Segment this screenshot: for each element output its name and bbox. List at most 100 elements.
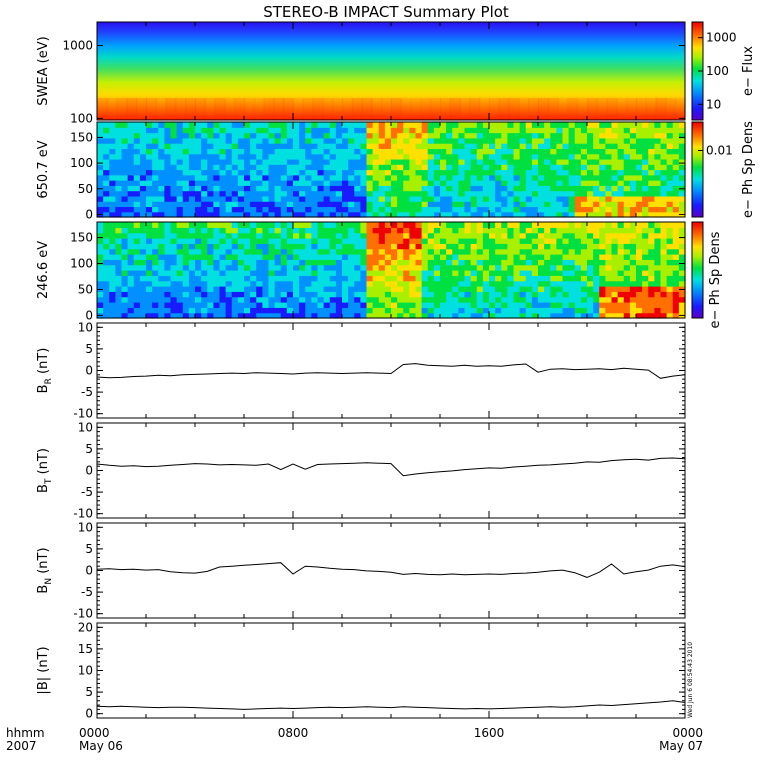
heatmap-cell xyxy=(126,98,138,120)
heatmap-cell xyxy=(544,232,551,239)
heatmap-cell xyxy=(207,280,214,287)
heatmap-cell xyxy=(103,307,110,314)
heatmap-cell xyxy=(139,148,147,155)
heatmap-cell xyxy=(384,280,392,287)
heatmap-cell xyxy=(335,312,343,319)
heatmap-cell xyxy=(605,122,613,128)
heatmap-cell xyxy=(231,164,239,171)
heatmap-cell xyxy=(623,153,631,160)
heatmap-cell xyxy=(335,254,343,260)
heatmap-cell xyxy=(666,122,674,128)
heatmap-cell xyxy=(121,222,129,228)
heatmap-cell xyxy=(409,243,417,250)
heatmap-cell xyxy=(360,307,368,314)
heatmap-cell xyxy=(176,312,184,319)
heatmap-cell xyxy=(476,211,484,218)
heatmap-cell xyxy=(538,291,545,298)
heatmap-cell xyxy=(525,195,533,202)
heatmap-cell xyxy=(262,143,270,149)
heatmap-cell xyxy=(544,164,551,171)
heatmap-cell xyxy=(562,232,570,239)
heatmap-cell xyxy=(323,238,331,244)
heatmap-cell xyxy=(672,232,680,239)
heatmap-cell xyxy=(115,259,123,266)
heatmap-cell xyxy=(452,254,459,260)
heatmap-cell xyxy=(127,243,135,250)
y-tick-label: 5 xyxy=(85,685,93,699)
heatmap-cell xyxy=(440,232,447,239)
heatmap-cell xyxy=(678,153,686,160)
heatmap-cell xyxy=(299,153,306,160)
heatmap-cell xyxy=(415,132,423,139)
heatmap-cell xyxy=(164,132,172,139)
heatmap-cell xyxy=(351,98,363,120)
heatmap-cell xyxy=(544,302,551,308)
heatmap-cell xyxy=(274,307,282,314)
heatmap-cell xyxy=(531,264,539,271)
heatmap-cell xyxy=(109,169,116,176)
heatmap-cell xyxy=(666,302,674,308)
heatmap-cell xyxy=(231,180,239,186)
heatmap-cell xyxy=(384,132,392,139)
heatmap-cell xyxy=(440,169,447,176)
heatmap-cell xyxy=(452,307,459,314)
heatmap-cell xyxy=(109,158,116,165)
heatmap-cell xyxy=(433,296,441,303)
heatmap-cell xyxy=(574,291,582,298)
heatmap-cell xyxy=(127,190,135,197)
heatmap-cell xyxy=(421,180,429,186)
heatmap-cell xyxy=(623,259,631,266)
heatmap-cell xyxy=(139,143,147,149)
heatmap-cell xyxy=(623,227,631,234)
heatmap-cell xyxy=(550,132,557,139)
heatmap-cell xyxy=(348,169,355,176)
heatmap-cell xyxy=(519,307,527,314)
heatmap-cell xyxy=(605,280,613,287)
heatmap-cell xyxy=(127,270,135,276)
heatmap-cell xyxy=(188,259,196,266)
heatmap-cell xyxy=(158,243,165,250)
heatmap-cell xyxy=(311,227,319,234)
heatmap-cell xyxy=(666,222,674,228)
heatmap-cell xyxy=(654,132,662,139)
heatmap-cell xyxy=(440,296,447,303)
heatmap-cell xyxy=(378,127,386,134)
heatmap-cell xyxy=(421,164,429,171)
heatmap-cell xyxy=(213,270,221,276)
heatmap-cell xyxy=(195,243,202,250)
heatmap-cell xyxy=(562,164,570,171)
heatmap-cell xyxy=(225,238,233,244)
heatmap-cell xyxy=(97,98,108,120)
heatmap-cell xyxy=(274,291,282,298)
heatmap-cell xyxy=(403,286,410,292)
heatmap-cell xyxy=(623,180,631,186)
heatmap-cell xyxy=(348,137,355,144)
heatmap-cell xyxy=(397,127,404,134)
heatmap-cell xyxy=(452,127,459,134)
heatmap-cell xyxy=(415,127,423,134)
heatmap-cell xyxy=(188,307,196,314)
heatmap-cell xyxy=(574,270,582,276)
heatmap-cell xyxy=(501,122,508,128)
heatmap-cell xyxy=(207,164,214,171)
heatmap-cell xyxy=(262,280,270,287)
heatmap-cell xyxy=(188,291,196,298)
heatmap-cell xyxy=(452,211,459,218)
heatmap-cell xyxy=(360,291,368,298)
heatmap-cell xyxy=(366,275,374,282)
heatmap-cell xyxy=(317,185,325,192)
heatmap-cell xyxy=(103,275,110,282)
heatmap-cell xyxy=(372,132,380,139)
heatmap-cell xyxy=(403,302,410,308)
heatmap-cell xyxy=(495,148,502,155)
heatmap-cell xyxy=(574,190,582,197)
heatmap-cell xyxy=(146,185,153,192)
heatmap-cell xyxy=(170,232,178,239)
heatmap-cell xyxy=(384,153,392,160)
heatmap-cell xyxy=(201,307,208,314)
heatmap-cell xyxy=(262,158,270,165)
heatmap-cell xyxy=(629,137,637,144)
heatmap-cell xyxy=(623,158,631,165)
heatmap-cell xyxy=(188,158,196,165)
heatmap-cell xyxy=(262,127,270,134)
